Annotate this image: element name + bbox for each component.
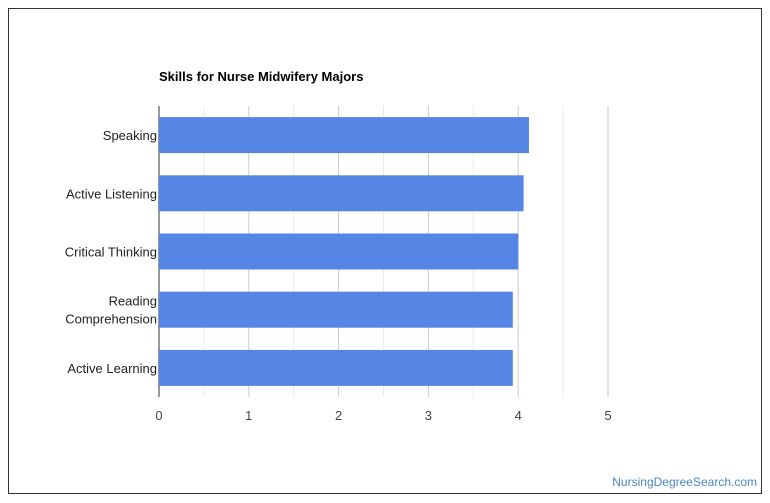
category-label: Critical Thinking: [65, 245, 157, 260]
x-tick-label: 3: [425, 408, 432, 423]
bar-chart: Skills for Nurse Midwifery Majors Speaki…: [65, 69, 612, 423]
x-tick-label: 5: [604, 408, 611, 423]
bar: [159, 233, 519, 270]
category-label: Active Listening: [66, 186, 157, 201]
category-label: Reading Comprehension: [65, 294, 157, 327]
chart-frame: Skills for Nurse Midwifery Majors Speaki…: [8, 8, 762, 494]
bar: [159, 175, 524, 212]
x-tick-label: 0: [155, 408, 162, 423]
bar: [159, 349, 513, 386]
category-label: Speaking: [103, 128, 157, 143]
x-tick-label: 2: [335, 408, 342, 423]
bar: [159, 117, 529, 154]
x-tick-label: 1: [245, 408, 252, 423]
chart-title: Skills for Nurse Midwifery Majors: [159, 69, 363, 84]
category-label: Active Learning: [67, 361, 157, 376]
bar: [159, 291, 513, 328]
x-tick-label: 4: [515, 408, 522, 423]
credit-link[interactable]: NursingDegreeSearch.com: [612, 475, 757, 489]
